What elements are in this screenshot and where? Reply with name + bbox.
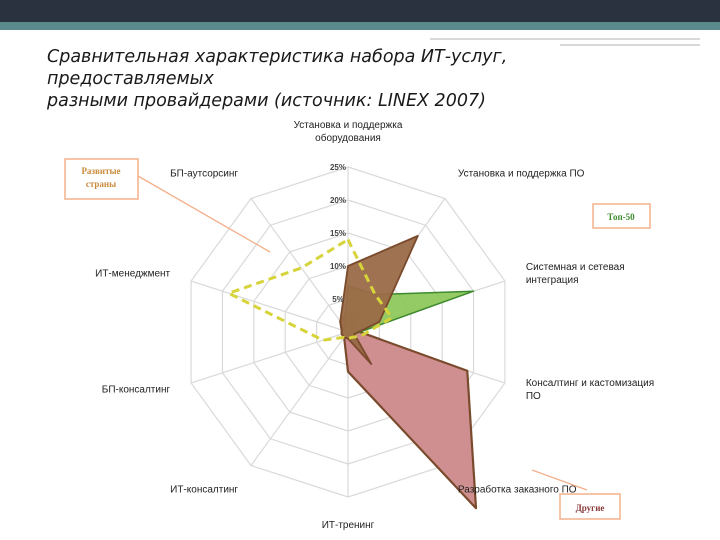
axis-label: Консалтинг и кастомизация ПО bbox=[526, 378, 654, 402]
page-title: Сравнительная характеристика набора ИТ-у… bbox=[47, 46, 687, 112]
legend-label-others: Другие bbox=[576, 503, 605, 513]
legend-label-line: Развитые bbox=[81, 166, 120, 176]
axis-label: Установка и поддержка ПО bbox=[458, 169, 585, 180]
axis-spoke bbox=[190, 331, 349, 384]
title-line-3: разными провайдерами (источник: LINEX 20… bbox=[47, 91, 486, 111]
axis-label-line: ИТ-тренинг bbox=[322, 520, 375, 531]
axis-label-line: ИТ-менеджмент bbox=[95, 269, 170, 280]
axis-label: БП-консалтинг bbox=[102, 384, 171, 395]
legend-box-developed bbox=[64, 158, 139, 200]
tick-label: 5% bbox=[332, 295, 344, 304]
radar-series bbox=[227, 234, 478, 510]
axis-label: ИТ-менеджмент bbox=[95, 269, 170, 280]
axis-label-line: БП-консалтинг bbox=[102, 384, 171, 395]
axis-spoke bbox=[250, 198, 349, 333]
axis-label-line: ПО bbox=[526, 391, 541, 402]
tick-label: 15% bbox=[330, 229, 346, 238]
header-rule-2 bbox=[560, 44, 700, 46]
axis-label-line: Системная и сетевая bbox=[526, 262, 625, 273]
axis-label-line: интеграция bbox=[526, 275, 579, 286]
radar-ticks: 5% 10% 15% 20% 25% bbox=[330, 163, 346, 304]
legend-box-others bbox=[559, 493, 621, 520]
axis-label-line: оборудования bbox=[315, 132, 381, 144]
axis-label-line: Установка и поддержка bbox=[294, 120, 403, 131]
legend-label-line: страны bbox=[86, 179, 116, 189]
axis-label: Установка и поддержка оборудования bbox=[294, 120, 403, 144]
tick-label: 25% bbox=[330, 163, 346, 172]
axis-spoke bbox=[250, 331, 349, 466]
axis-label: ИТ-консалтинг bbox=[170, 484, 238, 495]
series-polygon bbox=[339, 311, 478, 510]
axis-label: Системная и сетевая интеграция bbox=[526, 262, 625, 286]
radar-legend: Развитые страны Топ-50 Другие bbox=[64, 158, 651, 520]
legend-label-top50: Топ-50 bbox=[607, 212, 635, 222]
header-bar bbox=[0, 0, 720, 22]
axis-label-line: ИТ-консалтинг bbox=[170, 484, 238, 495]
axis-label-line: Разработка заказного ПО bbox=[458, 483, 577, 495]
axis-label-line: Консалтинг и кастомизация bbox=[526, 378, 654, 389]
title-line-1: Сравнительная характеристика набора ИТ-у… bbox=[47, 47, 508, 67]
series-polygon bbox=[227, 238, 394, 342]
tick-label: 10% bbox=[330, 262, 346, 271]
axis-label-line: БП-аутсорсинг bbox=[170, 169, 238, 180]
axis-label-line: Установка и поддержка ПО bbox=[458, 169, 585, 180]
axis-label: БП-аутсорсинг bbox=[170, 169, 238, 180]
header-rule-1 bbox=[430, 38, 700, 40]
legend-leader-others bbox=[531, 469, 588, 491]
tick-label: 20% bbox=[330, 196, 346, 205]
legend-label-developed: Развитые страны bbox=[81, 166, 120, 189]
axis-label: Разработка заказного ПО bbox=[458, 483, 577, 495]
axis-label: ИТ-тренинг bbox=[322, 520, 375, 531]
title-line-2: предоставляемых bbox=[47, 69, 214, 89]
radar-axis-labels: Установка и поддержка оборудованияУстанов… bbox=[95, 120, 654, 531]
axis-spoke bbox=[190, 280, 349, 333]
header-accent-strip bbox=[0, 22, 720, 30]
legend-box-top50 bbox=[592, 203, 651, 229]
legend-leader-developed bbox=[137, 175, 271, 253]
